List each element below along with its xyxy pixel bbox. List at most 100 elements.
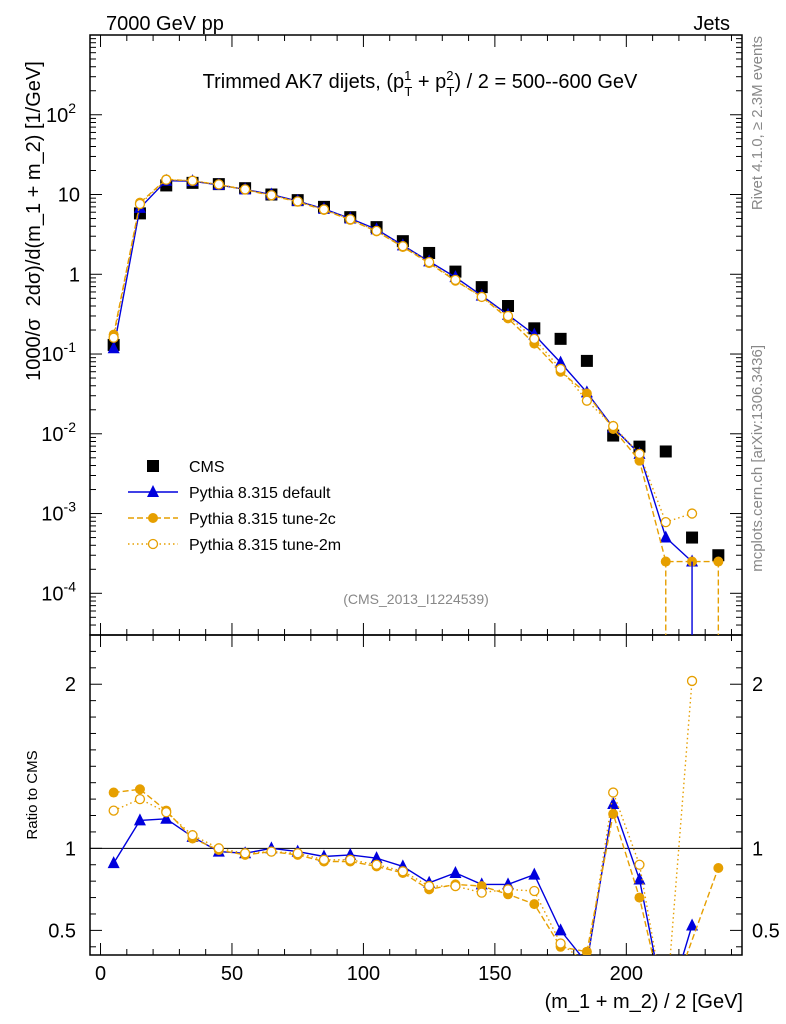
data-point-triangle — [554, 355, 567, 368]
ratio-point-circle — [161, 807, 172, 818]
ratio-point-circle — [213, 843, 224, 854]
data-point-circle — [608, 420, 619, 432]
ratio-point-triangle — [107, 856, 120, 869]
process-label: Jets — [693, 13, 730, 35]
ratio-y-tick-label-right: 1 — [752, 838, 763, 860]
ratio-point-triangle — [686, 918, 699, 931]
data-point-circle — [318, 204, 330, 215]
ratio-point-dot — [634, 892, 645, 903]
main-y-tick-label: 10-4 — [41, 578, 76, 605]
main-y-tick-label: 10-1 — [41, 339, 76, 366]
ratio-point-triangle — [633, 872, 646, 885]
x-tick-label: 0 — [95, 963, 106, 985]
x-tick-label: 200 — [610, 963, 643, 985]
data-point-dot — [581, 388, 592, 399]
x-tick-label: 100 — [347, 963, 380, 985]
data-point-circle — [423, 256, 435, 268]
ratio-point-circle — [476, 887, 487, 898]
ratio-point-circle — [292, 848, 303, 859]
data-point-circle — [529, 333, 540, 344]
data-point-circle — [134, 198, 146, 210]
ratio-point-circle — [108, 805, 119, 816]
ratio-point-circle — [239, 848, 251, 859]
data-point-circle — [108, 332, 119, 343]
ratio-line-circle — [113, 680, 693, 955]
ratio-y-axis-label: Ratio to CMS — [24, 750, 41, 839]
mcplots-reference-label: mcplots.cern.ch [arXiv:1306.3436] — [749, 345, 766, 572]
main-panel-marks — [107, 173, 725, 635]
ratio-y-tick-label: 2 — [65, 674, 76, 696]
legend-marker-circle — [147, 538, 159, 550]
legend: CMS Pythia 8.315 default Pythia 8.315 tune… — [128, 459, 341, 554]
data-point-circle — [266, 190, 277, 201]
ratio-point-circle — [371, 859, 382, 870]
data-point-square — [423, 246, 436, 259]
ratio-point-circle — [555, 938, 566, 949]
main-y-tick-label: 10-3 — [41, 499, 76, 526]
x-axis-label: (m_1 + m_2) / 2 [GeV] — [545, 991, 743, 1013]
ratio-y-tick-label-right: 2 — [752, 674, 763, 696]
ratio-point-triangle — [528, 867, 541, 880]
ratio-y-tick-label: 0.5 — [48, 920, 76, 942]
data-point-circle — [187, 175, 198, 186]
legend-marker-dot — [148, 513, 158, 523]
ratio-point-triangle — [607, 797, 620, 810]
ratio-point-dot — [108, 787, 119, 798]
ratio-point-circle — [345, 854, 356, 865]
ratio-panel-frame: 0 50 100 150 200 0.5 0.5 1 1 2 2 — [48, 634, 780, 985]
ratio-point-circle — [634, 859, 645, 870]
data-point-circle — [555, 363, 566, 375]
main-y-axis-label: 1000/σ2dσ)/d(m_1 + m_2) [1/GeV] — [23, 61, 45, 381]
data-point-square — [659, 445, 672, 458]
data-point-square — [686, 531, 699, 544]
ratio-point-circle — [397, 866, 409, 877]
ratio-point-dot — [529, 899, 540, 910]
ratio-point-circle — [318, 854, 330, 865]
series-line-dot — [113, 178, 719, 563]
ratio-point-circle — [450, 880, 461, 892]
data-point-square — [502, 300, 515, 313]
main-y-tick-label: 1 — [69, 264, 80, 286]
main-panel-border — [89, 34, 743, 636]
ratio-point-circle — [423, 880, 435, 892]
legend-label: Pythia 8.315 tune-2m — [189, 537, 341, 554]
x-tick-label: 50 — [221, 963, 243, 985]
ratio-point-triangle — [133, 813, 146, 826]
data-point-circle — [450, 274, 461, 286]
ratio-point-circle — [266, 846, 277, 857]
legend-marker-triangle — [147, 485, 159, 497]
data-point-circle — [292, 196, 303, 207]
legend-label: CMS — [189, 459, 225, 476]
main-y-tick-label: 10-2 — [41, 419, 76, 446]
data-point-square — [554, 332, 567, 345]
main-y-tick-label: 102 — [46, 100, 76, 127]
data-point-circle — [634, 448, 645, 460]
ratio-point-triangle — [554, 923, 567, 936]
legend-label: Pythia 8.315 tune-2c — [189, 511, 336, 528]
data-point-circle — [686, 508, 698, 519]
ratio-y-tick-label: 1 — [65, 838, 76, 860]
data-point-circle — [239, 184, 251, 195]
data-point-circle — [213, 179, 224, 190]
data-point-circle — [371, 225, 382, 237]
data-point-circle — [476, 291, 487, 303]
data-point-square — [580, 354, 593, 367]
ratio-point-dot — [581, 946, 592, 955]
plot-title: Trimmed AK7 dijets, (p1 T + p2 T) / 2 = 50… — [203, 68, 638, 99]
ratio-point-circle — [187, 830, 198, 841]
ratio-point-circle — [529, 885, 540, 897]
data-point-circle — [581, 395, 593, 406]
data-point-square — [633, 440, 646, 453]
ratio-point-dot — [608, 808, 619, 819]
data-point-square — [475, 281, 488, 294]
x-tick-label: 150 — [478, 963, 511, 985]
ratio-point-triangle — [370, 851, 383, 864]
legend-label: Pythia 8.315 default — [189, 485, 331, 502]
data-point-circle — [161, 174, 172, 185]
ratio-point-dot — [134, 784, 145, 795]
data-point-circle — [345, 214, 356, 225]
analysis-id-label: (CMS_2013_I1224539) — [343, 591, 489, 607]
ratio-point-triangle — [449, 865, 462, 878]
legend-marker-square — [147, 460, 159, 472]
